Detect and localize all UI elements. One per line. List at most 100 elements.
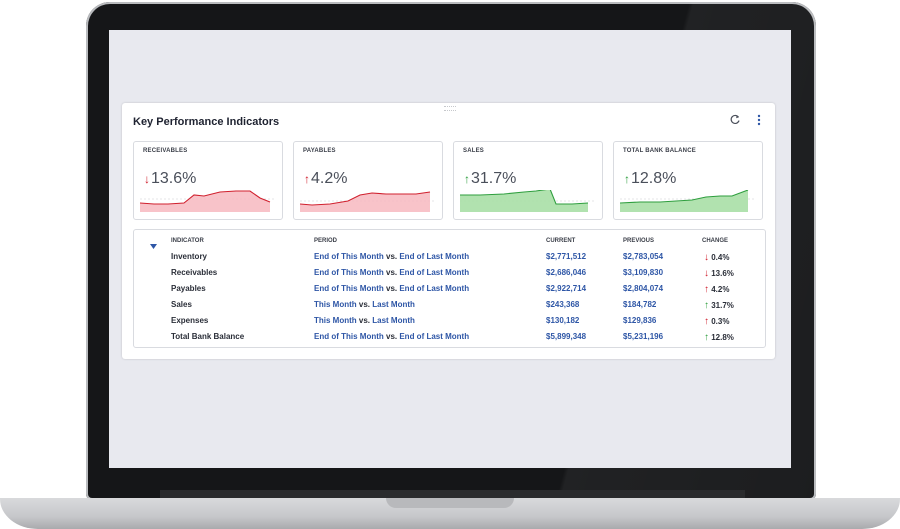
cell-indicator: Payables	[171, 284, 206, 293]
tile-label: SALES	[463, 148, 485, 154]
kpi-card: Key Performance Indicators RECEIVABLES ↓…	[122, 103, 775, 359]
cell-period: End of This Month vs. End of Last Month	[314, 332, 469, 341]
period-link[interactable]: End of Last Month	[399, 284, 470, 293]
cell-current[interactable]: $5,899,348	[546, 332, 587, 341]
cell-period: This Month vs. Last Month	[314, 316, 415, 325]
cell-previous[interactable]: $129,836	[623, 316, 657, 325]
table-row[interactable]: Inventory End of This Month vs. End of La…	[134, 252, 765, 268]
cell-period: End of This Month vs. End of Last Month	[314, 268, 469, 277]
laptop-hinge	[160, 490, 745, 498]
cell-change: ↓ 13.6%	[704, 268, 734, 279]
cell-indicator: Total Bank Balance	[171, 332, 245, 341]
card-title: Key Performance Indicators	[133, 116, 280, 128]
cell-previous[interactable]: $3,109,830	[623, 268, 664, 277]
more-vertical-icon[interactable]	[752, 113, 766, 127]
cell-indicator: Inventory	[171, 252, 208, 261]
screen: Key Performance Indicators RECEIVABLES ↓…	[109, 30, 791, 468]
period-vs: vs.	[383, 252, 400, 261]
kpi-tile-sales[interactable]: SALES ↑ 31.7%	[453, 141, 603, 220]
cell-change: ↑ 31.7%	[704, 300, 734, 311]
header-period[interactable]: PERIOD	[314, 238, 338, 244]
tile-value-text: 12.8%	[631, 170, 677, 187]
period-vs: vs.	[383, 332, 400, 341]
cell-previous[interactable]: $2,804,074	[623, 284, 664, 293]
arrow-down-icon: ↓	[704, 252, 709, 263]
tile-label: RECEIVABLES	[143, 148, 188, 154]
cell-change: ↑ 12.8%	[704, 332, 734, 343]
period-link[interactable]: Last Month	[372, 316, 415, 325]
arrow-up-icon: ↑	[704, 316, 709, 327]
caret-down-icon[interactable]	[150, 236, 157, 254]
change-value: 31.7%	[711, 301, 734, 310]
header-change[interactable]: CHANGE	[702, 238, 729, 244]
tile-value: ↓ 13.6%	[144, 170, 196, 188]
arrow-down-icon: ↓	[144, 172, 150, 186]
arrow-up-icon: ↑	[704, 300, 709, 311]
cell-previous[interactable]: $184,782	[623, 300, 657, 309]
cell-current[interactable]: $2,771,512	[546, 252, 587, 261]
tile-label: PAYABLES	[303, 148, 336, 154]
cell-indicator: Expenses	[171, 316, 209, 325]
tile-value: ↑ 12.8%	[624, 170, 676, 188]
header-current[interactable]: CURRENT	[546, 238, 576, 244]
tile-value-text: 31.7%	[471, 170, 517, 187]
kpi-table: INDICATOR PERIOD CURRENT PREVIOUS CHANGE…	[133, 229, 766, 348]
table-row[interactable]: Expenses This Month vs. Last Month $130,18…	[134, 316, 765, 332]
cell-indicator: Sales	[171, 300, 192, 309]
cell-current[interactable]: $243,368	[546, 300, 580, 309]
period-vs: vs.	[383, 284, 400, 293]
tile-value-text: 4.2%	[311, 170, 348, 187]
header-indicator[interactable]: INDICATOR	[171, 238, 204, 244]
arrow-up-icon: ↑	[304, 172, 310, 186]
laptop-notch	[386, 498, 514, 508]
period-link[interactable]: End of Last Month	[399, 252, 470, 261]
cell-period: End of This Month vs. End of Last Month	[314, 252, 469, 261]
change-value: 0.4%	[711, 253, 730, 262]
tile-value-text: 13.6%	[151, 170, 197, 187]
change-value: 13.6%	[711, 269, 734, 278]
period-vs: vs.	[383, 268, 400, 277]
arrow-down-icon: ↓	[704, 268, 709, 279]
cell-current[interactable]: $130,182	[546, 316, 580, 325]
tile-value: ↑ 4.2%	[304, 170, 347, 188]
period-link[interactable]: End of This Month	[314, 284, 384, 293]
table-row[interactable]: Sales This Month vs. Last Month $243,368 $1…	[134, 300, 765, 316]
change-value: 12.8%	[711, 333, 734, 342]
cell-period: End of This Month vs. End of Last Month	[314, 284, 469, 293]
sparkline	[460, 190, 596, 212]
kpi-tile-receivables[interactable]: RECEIVABLES ↓ 13.6%	[133, 141, 283, 220]
period-link[interactable]: This Month	[314, 316, 357, 325]
tile-value: ↑ 31.7%	[464, 170, 516, 188]
table-row[interactable]: Payables End of This Month vs. End of Las…	[134, 284, 765, 300]
period-link[interactable]: Last Month	[372, 300, 415, 309]
cell-change: ↑ 4.2%	[704, 284, 729, 295]
arrow-up-icon: ↑	[464, 172, 470, 186]
period-vs: vs.	[356, 300, 373, 309]
header-previous[interactable]: PREVIOUS	[623, 238, 655, 244]
cell-previous[interactable]: $5,231,196	[623, 332, 664, 341]
cell-current[interactable]: $2,922,714	[546, 284, 587, 293]
period-link[interactable]: This Month	[314, 300, 357, 309]
tile-label: TOTAL BANK BALANCE	[623, 148, 696, 154]
kpi-tile-payables[interactable]: PAYABLES ↑ 4.2%	[293, 141, 443, 220]
kpi-tile-total-bank-balance[interactable]: TOTAL BANK BALANCE ↑ 12.8%	[613, 141, 763, 220]
cell-change: ↑ 0.3%	[704, 316, 729, 327]
period-link[interactable]: End of This Month	[314, 332, 384, 341]
cell-current[interactable]: $2,686,046	[546, 268, 587, 277]
refresh-icon[interactable]	[728, 113, 742, 127]
cell-period: This Month vs. Last Month	[314, 300, 415, 309]
period-link[interactable]: End of Last Month	[399, 268, 470, 277]
cell-change: ↓ 0.4%	[704, 252, 729, 263]
period-vs: vs.	[356, 316, 373, 325]
table-row[interactable]: Total Bank Balance End of This Month vs. …	[134, 332, 765, 348]
cell-indicator: Receivables	[171, 268, 218, 277]
change-value: 0.3%	[711, 317, 730, 326]
sparkline	[620, 190, 756, 212]
period-link[interactable]: End of Last Month	[399, 332, 470, 341]
period-link[interactable]: End of This Month	[314, 268, 384, 277]
cell-previous[interactable]: $2,783,054	[623, 252, 664, 261]
drag-handle[interactable]	[444, 106, 456, 111]
sparkline	[140, 190, 276, 212]
table-row[interactable]: Receivables End of This Month vs. End of …	[134, 268, 765, 284]
period-link[interactable]: End of This Month	[314, 252, 384, 261]
